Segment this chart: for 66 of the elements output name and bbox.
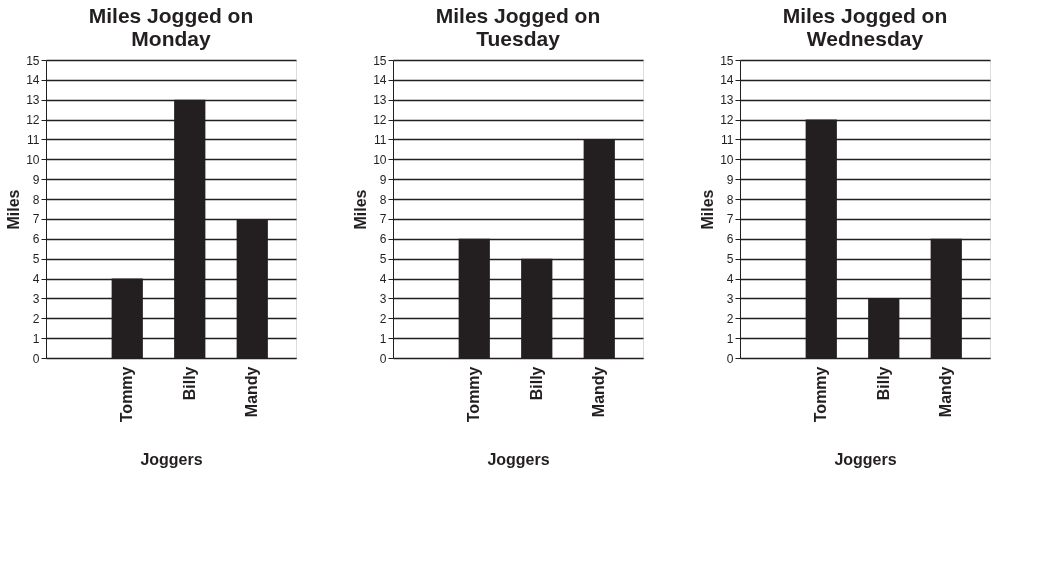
- y-tick-label: 11: [721, 132, 734, 147]
- y-tick-label: 14: [720, 73, 734, 88]
- y-tick-label: 2: [379, 311, 387, 326]
- y-tick-label: 8: [32, 192, 40, 207]
- y-tick-label: 4: [379, 272, 387, 287]
- x-tick-label: Mandy: [937, 366, 955, 418]
- y-tick-label: 0: [726, 351, 734, 366]
- y-tick-label: 1: [32, 331, 40, 346]
- chart-title: Miles Jogged on Tuesday: [435, 4, 601, 50]
- y-tick-label: 5: [379, 252, 387, 267]
- y-tick-label: 1: [379, 331, 387, 346]
- y-tick-label: 4: [726, 272, 734, 287]
- chart-title: Miles Jogged on Wednesday: [782, 4, 948, 50]
- chart-title: Miles Jogged on Monday: [88, 4, 254, 50]
- y-tick-label: 13: [26, 93, 40, 108]
- y-tick-label: 3: [726, 291, 734, 306]
- y-tick-label: 9: [726, 172, 734, 187]
- y-tick-label: 14: [26, 73, 40, 88]
- y-tick-label: 1: [726, 331, 734, 346]
- y-tick-label: 4: [32, 272, 40, 287]
- x-axis-title: Joggers: [487, 451, 550, 469]
- y-tick-label: 9: [379, 172, 387, 187]
- y-tick-label: 7: [32, 212, 40, 227]
- y-tick-label: 3: [32, 291, 40, 306]
- y-tick-label: 0: [379, 351, 387, 366]
- y-tick-label: 15: [373, 53, 387, 68]
- y-tick-label: 5: [32, 252, 40, 267]
- y-axis-title: Miles: [699, 189, 717, 230]
- x-axis-title: Joggers: [834, 451, 897, 469]
- y-tick-label: 6: [379, 232, 387, 247]
- y-axis-title: Miles: [5, 189, 23, 230]
- x-tick-label: Mandy: [590, 366, 608, 418]
- y-tick-label: 11: [374, 132, 387, 147]
- y-tick-label: 6: [32, 232, 40, 247]
- y-tick-label: 7: [379, 212, 387, 227]
- y-tick-label: 7: [726, 212, 734, 227]
- y-tick-label: 11: [27, 132, 40, 147]
- x-axis-title: Joggers: [140, 451, 203, 469]
- y-axis-title: Miles: [352, 189, 370, 230]
- y-tick-label: 14: [373, 73, 387, 88]
- y-tick-label: 13: [720, 93, 734, 108]
- y-tick-label: 2: [726, 311, 734, 326]
- x-tick-label: Billy: [527, 366, 545, 401]
- x-tick-label: Mandy: [243, 366, 261, 418]
- y-tick-label: 12: [26, 113, 40, 128]
- y-tick-label: 2: [32, 311, 40, 326]
- y-tick-label: 6: [726, 232, 734, 247]
- y-tick-label: 10: [26, 152, 40, 167]
- y-tick-label: 13: [373, 93, 387, 108]
- y-tick-label: 8: [726, 192, 734, 207]
- y-tick-label: 0: [32, 351, 40, 366]
- y-tick-label: 15: [26, 53, 40, 68]
- y-tick-label: 10: [720, 152, 734, 167]
- y-tick-label: 3: [379, 291, 387, 306]
- y-tick-label: 12: [373, 113, 387, 128]
- y-tick-label: 9: [32, 172, 40, 187]
- y-tick-label: 5: [726, 252, 734, 267]
- x-tick-label: Tommy: [118, 366, 136, 423]
- y-tick-label: 10: [373, 152, 387, 167]
- x-tick-label: Tommy: [812, 366, 830, 423]
- y-tick-label: 12: [720, 113, 734, 128]
- y-tick-label: 8: [379, 192, 387, 207]
- y-tick-label: 15: [720, 53, 734, 68]
- x-tick-label: Billy: [180, 366, 198, 401]
- x-tick-label: Tommy: [465, 366, 483, 423]
- x-tick-label: Billy: [874, 366, 892, 401]
